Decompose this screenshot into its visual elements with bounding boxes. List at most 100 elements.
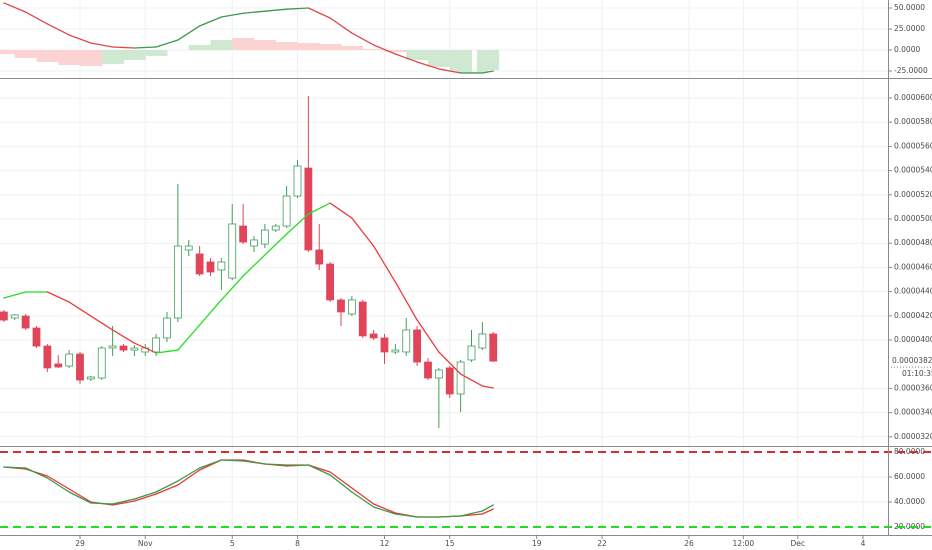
indicator-line [177,469,201,486]
candle-body [380,337,389,353]
indicator-line [394,513,418,518]
histogram-bar [319,44,342,51]
indicator-line [307,464,331,476]
indicator-line [177,467,201,482]
indicator-line [133,342,157,354]
candle-body [402,329,411,353]
y-tick-label: 0.0000 [894,45,920,54]
candle-body [43,345,52,369]
histogram-bar [79,50,103,66]
indicator-line [264,233,288,256]
indicator-line [220,275,244,301]
indicator-line [46,477,70,493]
indicator-line [68,488,92,503]
candle-body [424,361,432,379]
x-tick-label: 12 [380,539,390,548]
candle-body [282,195,291,227]
indicator-line [155,480,179,493]
y-tick-label: 25.0000 [894,24,925,33]
x-tick-label: Dec [790,539,805,548]
indicator-line [438,68,462,74]
candle-body [304,167,313,251]
indicator-line [264,8,288,12]
histogram-bar [188,44,211,51]
indicator-line [481,508,494,515]
indicator-line [90,42,114,48]
indicator-line [372,503,397,514]
x-tick-label: 22 [597,539,607,548]
y-tick-label: 0.00004600 [894,262,932,271]
indicator-line [68,301,92,317]
y-tick-label: 0.00005000 [894,214,932,223]
candle-body [32,327,41,347]
candle-body [97,347,106,379]
x-tick-label: 5 [230,539,235,548]
indicator-line [155,484,179,495]
indicator-line [220,12,244,18]
indicator-line [3,466,27,469]
x-tick-label: 12:00 [733,539,755,548]
y-tick-label: 0.00003400 [894,408,932,417]
histogram-bar [297,43,320,51]
indicator-line [438,515,462,518]
y-tick-label: 50.0000 [894,3,925,12]
indicator-line [111,46,136,49]
x-tick-label: 19 [532,539,542,548]
x-tick-label: 29 [75,539,85,548]
candle-body [130,347,139,351]
price-tag-bg [889,348,932,379]
indicator-line [90,502,114,505]
indicator-line [3,2,27,13]
indicator-line [46,291,70,303]
candle-body [76,353,84,381]
indicator-line [242,460,266,465]
x-tick-label: 26 [684,539,694,548]
histogram-bar [0,50,16,55]
y-tick-label: 20.0000 [894,522,925,531]
candle-body [217,261,226,271]
candle-body [54,363,63,368]
indicator-line [133,491,157,500]
indicator-line [68,491,92,504]
histogram-bar [36,50,59,63]
y-tick-label: 0.00005400 [894,166,932,175]
candle-body [239,225,248,243]
histogram-bar [427,50,451,67]
histogram-bar [123,50,146,61]
indicator-line [351,491,375,508]
y-tick-label: 0.00004800 [894,238,932,247]
candle-body [369,333,378,339]
candle-body [163,317,171,339]
indicator-line [351,487,375,505]
candle-body [21,315,30,329]
candle-body [86,376,95,380]
indicator-line [285,213,310,235]
histogram-bar [476,50,489,73]
candle-body [358,301,367,337]
candle-body [315,249,324,265]
indicator-line [198,299,223,326]
histogram-bar [145,50,168,56]
candle-body [271,225,280,231]
candle-body [184,245,193,251]
indicator-line [111,498,136,505]
candle-body [445,367,454,395]
y-tick-label: 0.00003200 [894,432,932,441]
histogram-bar [362,49,385,51]
indicator-line [177,25,201,41]
indicator-line [198,16,223,27]
countdown-label: 01:10:35 [902,369,932,378]
indicator-line [111,329,136,344]
y-tick-label: 0.00005600 [894,141,932,150]
y-tick-label: 0.00003600 [894,383,932,392]
candle-body [0,311,8,321]
y-tick-label: 0.00006000 [894,93,932,102]
indicator-line [177,324,201,351]
histogram-bar [14,50,37,58]
candle-body [413,329,422,363]
candle-body [228,223,237,279]
x-tick-label: Nov [138,539,153,548]
indicator-line [111,500,136,506]
indicator-line [394,281,418,321]
